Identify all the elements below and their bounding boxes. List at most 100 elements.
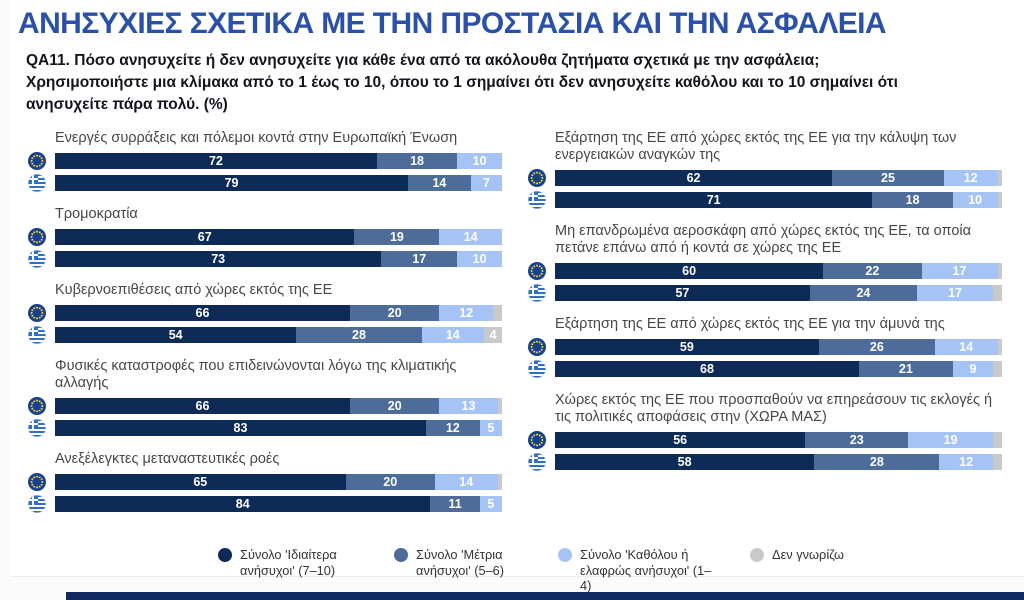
bar-segment: 56 — [555, 432, 806, 449]
segment-value: 4 — [489, 328, 497, 343]
segment-value: 9 — [969, 362, 977, 377]
stacked-bar: 66 20 13 — [55, 398, 502, 415]
segment-value: 20 — [387, 399, 402, 414]
bar-row-eu: 62 25 12 — [528, 169, 1002, 188]
bar-segment: 66 — [55, 305, 351, 322]
bar-segment: 17 — [917, 285, 994, 302]
bar-segment: 72 — [55, 153, 377, 170]
category-label: Τρομοκρατία — [55, 206, 138, 223]
stacked-bar: 67 19 14 — [55, 229, 502, 246]
bar-segment: 19 — [908, 432, 994, 449]
greece-flag-icon — [28, 419, 46, 438]
bar-segment: 28 — [296, 327, 422, 344]
bar-row-eu: 72 18 10 — [28, 152, 502, 171]
bar-segment: 10 — [457, 153, 502, 170]
segment-value: 21 — [898, 362, 913, 377]
bar-segment: 14 — [934, 339, 998, 356]
bar-segment — [497, 474, 502, 491]
segment-value: 60 — [682, 264, 697, 279]
segment-value: 22 — [865, 264, 880, 279]
bar-segment: 71 — [555, 192, 873, 209]
segment-value: 14 — [959, 340, 974, 355]
bar-segment: 10 — [457, 251, 502, 268]
bar-segment — [993, 285, 1002, 302]
bar-row-eu: 56 23 19 — [528, 431, 1002, 450]
bar-row-eu: 66 20 12 — [28, 304, 502, 323]
segment-value: 72 — [208, 154, 223, 169]
legend-label: Σύνολο 'Μέτρια ανήσυχοι' (5–6) — [416, 547, 505, 578]
segment-value: 83 — [233, 421, 248, 436]
eu-flag-icon — [528, 338, 546, 357]
bar-segment: 57 — [555, 285, 810, 302]
stacked-bar: 83 12 5 — [55, 420, 502, 437]
greece-flag-icon — [28, 495, 46, 514]
bar-segment: 14 — [421, 327, 485, 344]
segment-value: 19 — [943, 433, 958, 448]
greece-flag-icon — [28, 250, 46, 269]
bar-row-eu: 59 26 14 — [528, 338, 1002, 357]
eu-flag-icon — [28, 228, 46, 247]
bar-row-el: 84 11 5 — [28, 495, 502, 514]
segment-value: 71 — [706, 193, 721, 208]
chart-group: Ενεργές συρράξεις και πόλεμοι κοντά στην… — [28, 130, 502, 193]
bar-segment: 60 — [555, 263, 824, 280]
stacked-bar: 59 26 14 — [555, 339, 1002, 356]
legend-item: Δεν γνωρίζω — [750, 547, 844, 563]
greece-flag-icon — [528, 360, 546, 379]
segment-value: 57 — [675, 286, 690, 301]
bar-segment: 68 — [555, 361, 859, 378]
segment-value: 12 — [963, 171, 978, 186]
chart-group: Φυσικές καταστροφές που επιδεινώνονται λ… — [28, 358, 502, 438]
stacked-bar: 84 11 5 — [55, 496, 502, 513]
bar-segment: 62 — [555, 170, 833, 187]
segment-value: 18 — [410, 154, 424, 169]
chart-group: Χώρες εκτός της ΕΕ που προσπαθούν να επη… — [528, 392, 1002, 472]
bar-segment: 20 — [345, 474, 435, 491]
greece-flag-icon — [528, 284, 546, 303]
bar-row-el: 71 18 10 — [528, 191, 1002, 210]
chart-legend: Σύνολο 'Ιδιαίτερα ανήσυχοι' (7–10) Σύνολο… — [48, 547, 1014, 594]
bar-segment: 12 — [943, 170, 998, 187]
legend-label: Δεν γνωρίζω — [772, 547, 844, 563]
segment-value: 26 — [869, 340, 884, 355]
eu-flag-icon — [528, 169, 546, 188]
stacked-bar: 65 20 14 — [55, 474, 502, 491]
bar-segment: 18 — [872, 192, 953, 209]
legend-dot — [394, 548, 409, 563]
segment-value: 25 — [881, 171, 895, 186]
segment-value: 14 — [432, 176, 447, 191]
segment-value: 5 — [487, 497, 495, 512]
bar-segment: 10 — [952, 192, 998, 209]
chart-column-left: Ενεργές συρράξεις και πόλεμοι κοντά στην… — [28, 130, 502, 527]
bar-row-el: 73 17 10 — [28, 250, 502, 269]
stacked-bar: 57 24 17 — [555, 285, 1002, 302]
chart-column-right: Εξάρτηση της ΕΕ από χώρες εκτός της ΕΕ γ… — [528, 130, 1002, 527]
bar-segment: 73 — [55, 251, 382, 268]
eu-flag-icon — [528, 262, 546, 281]
category-label: Μη επανδρωμένα αεροσκάφη από χώρες εκτός… — [555, 223, 971, 257]
segment-value: 20 — [387, 306, 402, 321]
segment-value: 28 — [869, 455, 884, 470]
segment-value: 10 — [968, 193, 983, 208]
segment-value: 10 — [472, 252, 487, 267]
legend-item: Σύνολο 'Ιδιαίτερα ανήσυχοι' (7–10) — [218, 547, 362, 578]
bar-segment: 66 — [55, 398, 351, 415]
chart-group: Εξάρτηση της ΕΕ από χώρες εκτός της ΕΕ γ… — [528, 316, 1002, 379]
segment-value: 5 — [487, 421, 495, 436]
bar-segment: 14 — [439, 229, 502, 246]
bar-segment: 83 — [55, 420, 426, 437]
bar-segment: 17 — [921, 263, 998, 280]
segment-value: 67 — [197, 230, 212, 245]
bar-row-eu: 66 20 13 — [28, 397, 502, 416]
category-label: Ανεξέλεγκτες μεταναστευτικές ροές — [55, 451, 280, 468]
charts-area: Ενεργές συρράξεις και πόλεμοι κοντά στην… — [28, 130, 1014, 527]
bar-segment — [997, 170, 1002, 187]
category-label: Χώρες εκτός της ΕΕ που προσπαθούν να επη… — [555, 392, 993, 426]
bar-segment — [997, 339, 1002, 356]
bar-segment — [497, 398, 502, 415]
greece-flag-icon — [28, 326, 46, 345]
stacked-bar: 73 17 10 — [55, 251, 502, 268]
bar-segment: 24 — [809, 285, 918, 302]
segment-value: 65 — [193, 475, 208, 490]
bar-row-eu: 60 22 17 — [528, 262, 1002, 281]
